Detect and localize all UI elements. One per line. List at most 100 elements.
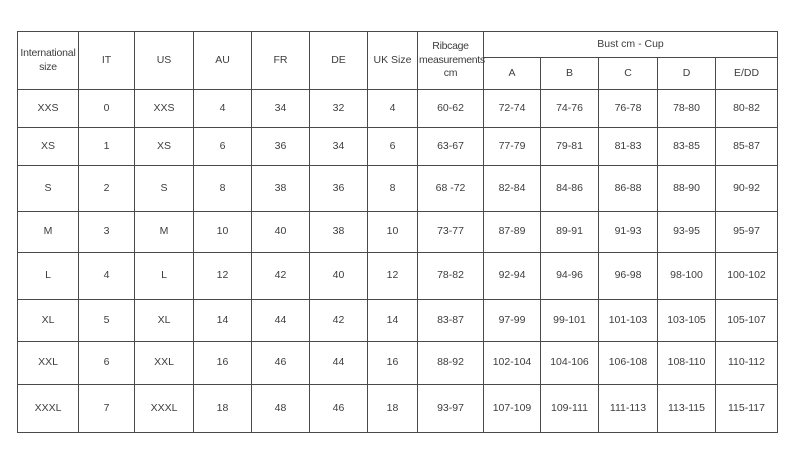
table-cell: XXS: [17, 89, 79, 128]
table-cell: 36: [251, 127, 310, 166]
header-cup-a: A: [483, 57, 541, 90]
table-cell: 82-84: [483, 165, 541, 212]
table-cell: XXS: [134, 89, 194, 128]
table-cell: 83-87: [417, 299, 484, 342]
table-cell: 93-95: [657, 211, 716, 253]
table-cell: XXL: [134, 341, 194, 385]
table-cell: 63-67: [417, 127, 484, 166]
table-cell: 8: [367, 165, 418, 212]
table-cell: 12: [367, 252, 418, 300]
table-cell: XS: [134, 127, 194, 166]
table-cell: 42: [251, 252, 310, 300]
header-au: AU: [193, 31, 252, 90]
table-cell: 113-115: [657, 384, 716, 433]
table-cell: XXXL: [17, 384, 79, 433]
table-cell: XXL: [17, 341, 79, 385]
table-cell: 44: [251, 299, 310, 342]
table-cell: 104-106: [540, 341, 599, 385]
header-cup-c: C: [598, 57, 658, 90]
table-cell: 40: [251, 211, 310, 253]
table-cell: 7: [78, 384, 135, 433]
table-cell: 1: [78, 127, 135, 166]
table-cell: 10: [193, 211, 252, 253]
table-cell: 97-99: [483, 299, 541, 342]
table-row: M 3 M 10 40 38 10 73-77 87-89 89-91 91-93 93-95 95-9…: [17, 211, 778, 253]
header-fr: FR: [251, 31, 310, 90]
header-bust-cup-group: Bust cm - Cup: [483, 31, 778, 58]
table-cell: 103-105: [657, 299, 716, 342]
table-cell: 40: [309, 252, 368, 300]
table-cell: 107-109: [483, 384, 541, 433]
header-cup-d: D: [657, 57, 716, 90]
table-cell: 4: [193, 89, 252, 128]
table-cell: 115-117: [715, 384, 778, 433]
table-cell: 80-82: [715, 89, 778, 128]
table-cell: 72-74: [483, 89, 541, 128]
header-cup-b: B: [540, 57, 599, 90]
table-cell: 88-90: [657, 165, 716, 212]
table-cell: 79-81: [540, 127, 599, 166]
table-row: L 4 L 12 42 40 12 78-82 92-94 94-96 96-98 98-100 100…: [17, 252, 778, 300]
table-cell: 4: [367, 89, 418, 128]
table-cell: 16: [193, 341, 252, 385]
table-cell: 78-82: [417, 252, 484, 300]
table-cell: 111-113: [598, 384, 658, 433]
table-cell: 34: [251, 89, 310, 128]
table-cell: 86-88: [598, 165, 658, 212]
table-cell: 96-98: [598, 252, 658, 300]
table-cell: 46: [251, 341, 310, 385]
table-cell: 36: [309, 165, 368, 212]
header-it: IT: [78, 31, 135, 90]
table-cell: 44: [309, 341, 368, 385]
table-cell: M: [17, 211, 79, 253]
table-body: XXS 0 XXS 4 34 32 4 60-62 72-74 74-76 76-78 78-80 80…: [17, 89, 778, 433]
table-cell: 92-94: [483, 252, 541, 300]
header-uk-size: UK Size: [367, 31, 418, 90]
table-cell: 78-80: [657, 89, 716, 128]
table-cell: 2: [78, 165, 135, 212]
table-cell: 60-62: [417, 89, 484, 128]
table-cell: 95-97: [715, 211, 778, 253]
table-cell: L: [134, 252, 194, 300]
table-cell: 48: [251, 384, 310, 433]
table-cell: 84-86: [540, 165, 599, 212]
table-row: XXS 0 XXS 4 34 32 4 60-62 72-74 74-76 76-78 78-80 80…: [17, 89, 778, 128]
table-cell: 6: [193, 127, 252, 166]
table-cell: 46: [309, 384, 368, 433]
table-cell: 42: [309, 299, 368, 342]
table-cell: XL: [134, 299, 194, 342]
table-cell: S: [17, 165, 79, 212]
table-cell: 85-87: [715, 127, 778, 166]
header-de: DE: [309, 31, 368, 90]
table-cell: S: [134, 165, 194, 212]
table-cell: 8: [193, 165, 252, 212]
table-cell: XXXL: [134, 384, 194, 433]
table-cell: 105-107: [715, 299, 778, 342]
table-row: S 2 S 8 38 36 8 68 -72 82-84 84-86 86-88 88-90 90-92: [17, 165, 778, 212]
table-cell: XL: [17, 299, 79, 342]
table-cell: 100-102: [715, 252, 778, 300]
table-cell: 83-85: [657, 127, 716, 166]
table-cell: 102-104: [483, 341, 541, 385]
table-cell: 94-96: [540, 252, 599, 300]
table-cell: 108-110: [657, 341, 716, 385]
header-cup-edd: E/DD: [715, 57, 778, 90]
table-cell: 32: [309, 89, 368, 128]
table-cell: 34: [309, 127, 368, 166]
header-row-top: International size IT US AU FR DE UK Siz…: [17, 31, 778, 90]
header-us: US: [134, 31, 194, 90]
table-cell: 73-77: [417, 211, 484, 253]
table-cell: 109-111: [540, 384, 599, 433]
table-cell: 99-101: [540, 299, 599, 342]
table-cell: 77-79: [483, 127, 541, 166]
table-cell: 76-78: [598, 89, 658, 128]
table-cell: 110-112: [715, 341, 778, 385]
table-cell: 3: [78, 211, 135, 253]
table-cell: 87-89: [483, 211, 541, 253]
table-cell: 38: [251, 165, 310, 212]
table-cell: M: [134, 211, 194, 253]
table-cell: XS: [17, 127, 79, 166]
table-header: International size IT US AU FR DE UK Siz…: [17, 31, 778, 90]
table-cell: 6: [78, 341, 135, 385]
table-cell: 68 -72: [417, 165, 484, 212]
